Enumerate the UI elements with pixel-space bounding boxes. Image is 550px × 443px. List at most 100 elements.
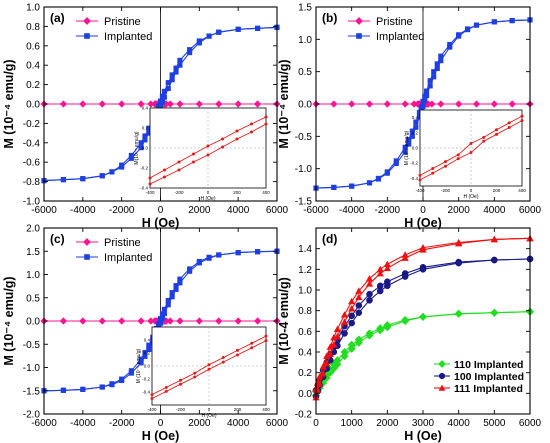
data-point [490,235,498,243]
panel-label: (c) [50,232,65,246]
data-point [490,100,498,108]
inset-point [179,382,182,386]
data-point [215,317,223,325]
inset-point [250,341,254,345]
data-point [165,85,171,92]
data-point [383,323,392,332]
panel-label: (d) [322,232,337,246]
data-point [330,341,338,348]
legend: Pristine Implanted [348,16,424,43]
data-point [173,69,179,75]
data-point [355,293,363,301]
legend-label: Implanted [376,31,424,43]
x-tick-label: -6000 [31,418,57,429]
inset-point [431,167,435,171]
data-point [157,104,164,110]
data-point [340,311,349,318]
inset-point [264,339,268,343]
y-tick-label: -1.5 [23,386,41,397]
x-tick-label: 5000 [483,418,506,429]
data-point [383,264,391,272]
inset-y-axis-title: M(10⁻⁴ emu/g) [134,131,140,164]
inset-point [264,122,268,126]
data-point [431,74,437,80]
y-tick-label: -2.0 [23,410,41,421]
data-point [376,265,384,273]
data-point [99,173,105,179]
y-tick-label: -1.0 [295,164,313,175]
data-point [383,100,391,108]
inset-point [206,153,210,157]
data-point [157,320,164,326]
inset-point [264,334,268,338]
data-point [473,22,480,28]
data-point [447,44,453,50]
data-point [138,140,144,146]
data-point [119,164,125,170]
data-point [355,309,363,316]
data-point [355,287,363,294]
x-tick-label: 2000 [448,205,471,216]
data-point [161,88,167,94]
data-point [341,330,348,337]
y-tick-label: -0.4 [23,138,41,149]
x-tick-label: 0 [420,205,426,216]
inset-point [469,141,473,145]
data-point [348,312,355,320]
data-point [491,256,498,264]
inset-point [193,375,197,379]
data-point [196,260,202,266]
inset-point [207,367,211,371]
panel-b: -6000 -4000 -2000 0 2000 4000 6000-1.5-1.0-0.5… [277,3,542,231]
inset-point [482,135,486,139]
data-point [376,287,384,295]
data-point [419,266,427,273]
y-tick-label: 0.6 [26,41,40,52]
inset-point [221,137,224,141]
inset-point [221,356,225,360]
data-point [196,40,202,46]
x-tick-label: 4000 [483,205,506,216]
data-point [509,18,515,24]
data-point [146,346,152,352]
data-point [383,260,391,268]
inset-point [431,171,435,175]
inset-y-tick-label: 0.0 [142,146,149,151]
inset-y-tick-label: 0.2 [142,126,149,131]
data-point [420,104,426,110]
y-tick-label: 1.5 [26,247,40,258]
data-point [418,312,428,321]
data-point [216,252,222,258]
inset-y-tick-label: 0.2 [144,351,151,356]
data-point [138,145,144,151]
data-point [340,318,349,325]
y-tick-label: 0.5 [26,293,40,304]
data-point [138,356,144,362]
data-point [465,27,471,33]
inset-y-tick-label: 0.4 [412,115,419,120]
inset-y-tick-label: -0.4 [140,186,148,191]
y-tick-label: 1.0 [298,286,312,297]
inset-x-tick-label: 400 [262,190,270,195]
inset-x-tick-label: 400 [518,188,526,193]
data-point [235,26,241,32]
data-point [173,65,179,71]
inset-point [250,122,253,126]
data-point [406,137,412,143]
y-tick-label: 0.0 [298,389,312,400]
y-tick-label: -0.2 [23,119,41,130]
inset-x-tick-label: 400 [262,407,270,412]
inset-point [235,137,239,141]
data-point [438,58,444,64]
data-point [401,316,410,326]
inset-point [456,153,460,157]
inset-point [236,348,239,352]
data-point [177,62,183,68]
data-point [422,98,428,104]
y-tick-label: 1.0 [26,270,40,281]
data-point [434,65,440,71]
data-point [118,317,126,325]
inset-y-axis-title: M (10⁻⁴ emu/g) [136,348,142,383]
inset-x-axis-title: H (Oe) [201,196,216,202]
inset-x-axis-title: H (Oe) [464,194,479,200]
